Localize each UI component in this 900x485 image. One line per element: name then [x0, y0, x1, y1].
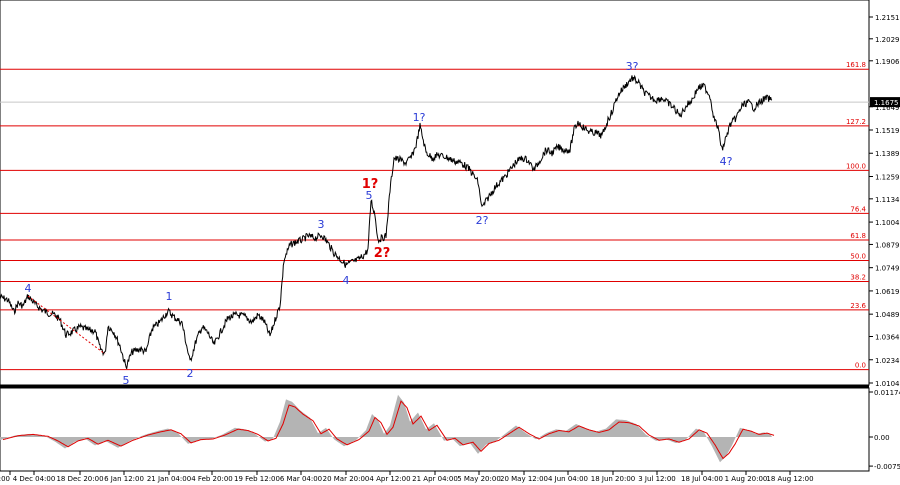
wave-label: 4	[25, 282, 32, 295]
time-tick-label: 18 Jun 20:00	[591, 475, 635, 483]
time-tick-label: 2:00	[0, 475, 10, 483]
time-tick-label: 21 Jan 04:00	[147, 475, 191, 483]
fib-level-label: 38.2	[850, 273, 866, 281]
time-tick-label: 18 Aug 12:00	[766, 475, 813, 483]
oscillator-histogram	[0, 394, 772, 463]
time-tick-label: 4 Jun 04:00	[548, 475, 588, 483]
time-tick-label: 1 Aug 20:00	[725, 475, 768, 483]
fib-level-label: 100.0	[846, 162, 866, 170]
price-series	[0, 74, 773, 369]
current-price-label: 1.1675	[874, 99, 899, 107]
time-tick-label: 21 Apr 04:00	[412, 475, 458, 483]
price-tick-label: 1.1519	[875, 127, 900, 135]
wave-label: 5	[123, 374, 130, 387]
price-tick-label: 1.0879	[875, 241, 900, 249]
fib-level-label: 76.4	[850, 205, 866, 213]
wave-label: 2?	[476, 214, 489, 227]
time-tick-label: 4 Apr 12:00	[369, 475, 410, 483]
price-tick-label: 1.0104	[875, 380, 900, 388]
wave-label: 2	[187, 367, 194, 380]
price-tick-label: 1.1649	[875, 104, 900, 112]
wave-label: 5	[366, 189, 373, 202]
oscillator-histogram-area	[0, 394, 772, 463]
price-axis[interactable]: 1.2151 1.2029 1.1906 1.1649 1.1519 1.1389 1.12…	[869, 14, 900, 388]
osc-tick-label: 0.01174	[874, 389, 900, 397]
time-tick-label: 6 Mar 04:00	[280, 475, 322, 483]
price-tick-label: 1.0234	[875, 357, 900, 365]
wave-label: 3	[318, 218, 325, 231]
wave-label: 1	[166, 290, 173, 303]
wave-dashed-line	[27, 295, 106, 355]
price-tick-label: 1.0364	[875, 334, 900, 342]
wave-label: 3?	[626, 60, 639, 73]
time-tick-label: 19 Feb 12:00	[234, 475, 280, 483]
time-tick-label: 5 May 20:00	[457, 475, 501, 483]
price-tick-label: 1.1259	[875, 173, 900, 181]
time-tick-label: 3 Jul 12:00	[638, 475, 676, 483]
price-tick-label: 1.1004	[875, 219, 900, 227]
oscillator-axis: 0.01174 0.00 -0.00759	[869, 389, 900, 471]
price-tick-label: 1.0489	[875, 311, 900, 319]
price-tick-label: 1.1134	[875, 196, 900, 204]
time-tick-label: 4 Dec 04:00	[13, 475, 56, 483]
osc-tick-label: -0.00759	[874, 463, 900, 471]
fib-level-label: 161.8	[846, 61, 866, 69]
current-price-badge	[870, 97, 900, 108]
wave-label: 2?	[374, 246, 391, 261]
time-tick-label: 4 Feb 20:00	[191, 475, 232, 483]
price-tick-label: 1.1389	[875, 150, 900, 158]
price-tick-label: 1.2151	[875, 14, 900, 22]
fib-level-label: 61.8	[850, 232, 866, 240]
osc-tick-label: 0.00	[874, 434, 890, 442]
price-tick-label: 1.1906	[875, 58, 900, 66]
price-tick-label: 1.2029	[875, 36, 900, 44]
time-tick-label: 18 Dec 20:00	[56, 475, 103, 483]
wave-label: 4?	[720, 155, 733, 168]
fib-level-label: 23.6	[850, 302, 866, 310]
wave-label: 4	[343, 274, 350, 287]
fib-level-label: 50.0	[850, 253, 866, 261]
time-tick-label: 6 Jan 12:00	[104, 475, 144, 483]
fibonacci-levels: 161.8 127.2 100.0 76.4 61.8 50.0 38.2 23.6 0.0	[0, 61, 869, 371]
price-panel[interactable]: 161.8 127.2 100.0 76.4 61.8 50.0 38.2 23.6 0.0 4…	[0, 0, 870, 387]
time-tick-label: 18 Jul 04:00	[681, 475, 723, 483]
price-tick-label: 1.0749	[875, 265, 900, 273]
oscillator-signal-line	[2, 400, 775, 460]
wave-label: 1?	[413, 111, 426, 124]
wave-label: 1?	[362, 177, 379, 192]
time-tick-label: 20 Mar 20:00	[323, 475, 370, 483]
price-tick-label: 1.0619	[875, 288, 900, 296]
fib-level-label: 127.2	[846, 118, 866, 126]
time-tick-label: 20 May 12:00	[500, 475, 548, 483]
fib-level-label: 0.0	[855, 362, 866, 370]
